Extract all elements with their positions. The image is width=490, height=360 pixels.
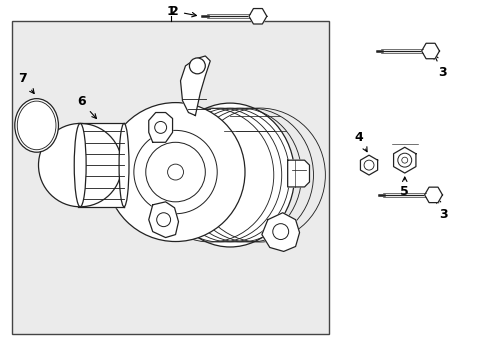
Ellipse shape xyxy=(119,123,129,207)
Polygon shape xyxy=(180,56,210,116)
Circle shape xyxy=(106,103,245,242)
Circle shape xyxy=(134,130,217,214)
Polygon shape xyxy=(249,9,267,24)
Polygon shape xyxy=(288,160,310,187)
Text: 2: 2 xyxy=(170,5,196,18)
Circle shape xyxy=(402,157,408,163)
Text: 7: 7 xyxy=(18,72,34,94)
Circle shape xyxy=(146,142,205,202)
Circle shape xyxy=(273,224,289,239)
Text: 3: 3 xyxy=(437,199,448,221)
Polygon shape xyxy=(425,187,442,203)
Ellipse shape xyxy=(74,123,86,207)
Text: 1: 1 xyxy=(166,5,175,18)
Circle shape xyxy=(157,213,171,227)
Polygon shape xyxy=(393,147,416,173)
Polygon shape xyxy=(361,155,378,175)
Polygon shape xyxy=(421,43,440,59)
Circle shape xyxy=(398,153,412,167)
Ellipse shape xyxy=(15,99,58,152)
Circle shape xyxy=(39,123,122,207)
Ellipse shape xyxy=(166,103,294,247)
Circle shape xyxy=(190,58,205,74)
Ellipse shape xyxy=(17,101,56,150)
Polygon shape xyxy=(149,202,178,238)
Circle shape xyxy=(364,160,374,170)
Circle shape xyxy=(155,121,167,133)
Text: 4: 4 xyxy=(355,131,367,152)
Polygon shape xyxy=(149,113,172,142)
Bar xyxy=(12,21,329,334)
Text: 5: 5 xyxy=(400,177,409,198)
Polygon shape xyxy=(262,213,299,251)
Text: 3: 3 xyxy=(434,55,447,79)
Text: 6: 6 xyxy=(77,95,97,118)
Circle shape xyxy=(168,164,183,180)
Polygon shape xyxy=(78,123,124,207)
